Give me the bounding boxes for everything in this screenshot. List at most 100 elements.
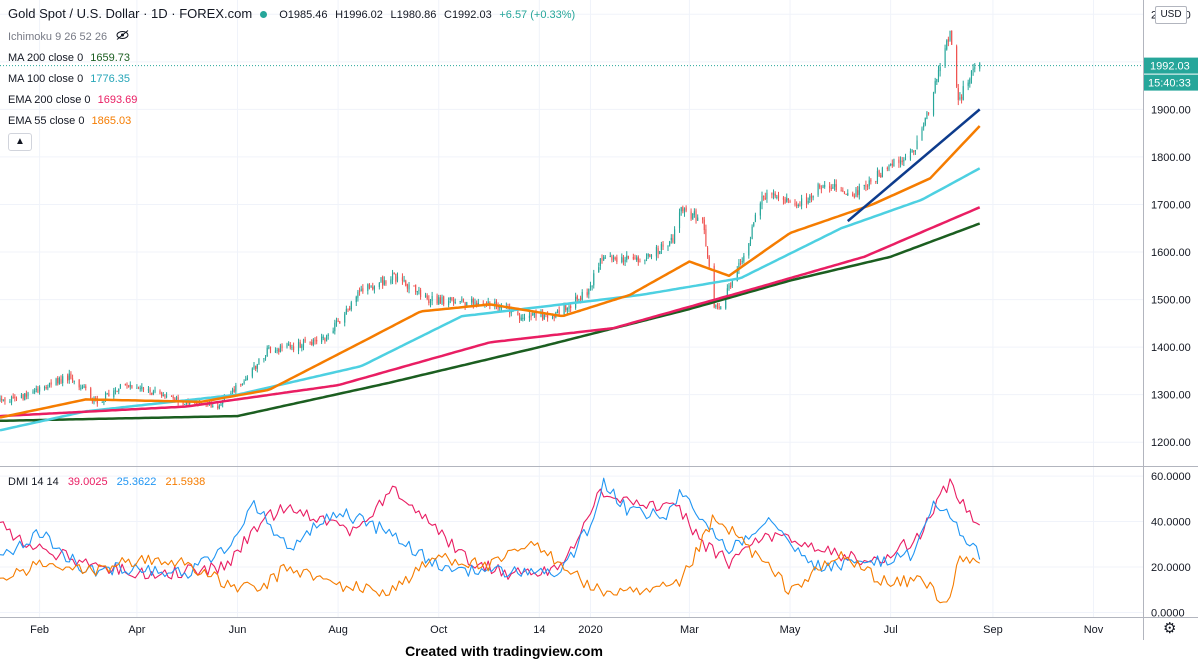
candle-body <box>461 299 463 301</box>
candle-body <box>147 389 150 391</box>
candle-body <box>728 285 730 289</box>
candle-body <box>289 344 291 348</box>
candle-body <box>350 302 352 310</box>
last-price-badge <box>1144 57 1198 74</box>
candle-body <box>2 399 4 401</box>
candle-body <box>159 391 161 394</box>
currency-button[interactable]: USD <box>1155 6 1187 24</box>
candle-body <box>937 70 940 79</box>
candle-body <box>345 308 347 315</box>
candle-body <box>685 207 687 211</box>
price-pane-grid <box>0 0 1143 617</box>
candle-body <box>853 196 855 198</box>
gear-icon[interactable]: ⚙ <box>1163 620 1177 637</box>
candle-body <box>754 214 756 222</box>
candle-body <box>108 393 110 397</box>
time-tick-label: Nov <box>1084 624 1104 636</box>
time-tick-label: Sep <box>983 624 1003 636</box>
candle-body <box>278 348 280 352</box>
legend-ma100-value: 1776.35 <box>90 73 131 85</box>
candle-body <box>852 193 854 197</box>
candle-body <box>385 281 387 284</box>
candle-body <box>367 284 369 291</box>
candle-body <box>324 337 326 342</box>
candle-body <box>309 341 311 343</box>
candle-body <box>451 297 453 300</box>
candle-body <box>720 307 722 309</box>
candle-body <box>34 390 36 393</box>
candle-body <box>10 397 13 403</box>
candle-body <box>520 317 522 321</box>
candle-body <box>951 30 953 45</box>
legend-ema200[interactable]: EMA 200 close 0 1693.69 <box>8 94 137 106</box>
candle-body <box>68 373 70 380</box>
ohlc-close: C1992.03 <box>444 9 492 21</box>
candle-body <box>659 251 661 254</box>
candle-body <box>113 390 115 398</box>
candle-body <box>131 385 133 388</box>
price-candles <box>0 30 981 410</box>
candle-body <box>888 164 890 170</box>
legend-ema55[interactable]: EMA 55 close 0 1865.03 <box>8 115 131 127</box>
candle-body <box>690 211 692 219</box>
candle-body <box>810 195 813 199</box>
candle-body <box>774 193 776 197</box>
ma-line-ma-200 <box>0 222 981 423</box>
candle-body <box>67 375 69 381</box>
legend-ichimoku[interactable]: Ichimoku 9 26 52 26 <box>8 30 129 43</box>
candle-body <box>840 190 842 192</box>
eye-slash-icon[interactable] <box>116 30 129 43</box>
candle-body <box>579 297 582 300</box>
candle-body <box>279 345 281 353</box>
candle-body <box>39 387 41 392</box>
candle-body <box>796 204 798 206</box>
candle-body <box>32 391 34 394</box>
symbol-title[interactable]: Gold Spot / U.S. Dollar · 1D · FOREX.com <box>8 6 253 21</box>
candle-body <box>662 244 664 247</box>
candle-body <box>928 112 930 114</box>
candle-body <box>118 388 120 392</box>
candle-body <box>738 262 740 270</box>
candle-body <box>674 229 676 244</box>
candle-body <box>339 321 341 324</box>
legend-ema200-label: EMA 200 close 0 <box>8 94 91 106</box>
legend-ma100[interactable]: MA 100 close 0 1776.35 <box>8 73 130 85</box>
candle-body <box>731 281 733 286</box>
ma-line-ma-100 <box>0 167 981 432</box>
candle-body <box>429 301 432 304</box>
collapse-legend-button[interactable]: ▲ <box>8 133 32 151</box>
candle-body <box>332 330 334 334</box>
candle-body <box>926 112 928 120</box>
candle-body <box>909 151 912 160</box>
legend-dmi-plus: 39.0025 <box>67 476 108 488</box>
candle-body <box>749 239 752 244</box>
candle-body <box>657 248 659 254</box>
candle-body <box>177 397 179 403</box>
ma-line-ema-200 <box>0 206 981 418</box>
candle-body <box>0 398 1 401</box>
legend-ma200[interactable]: MA 200 close 0 1659.73 <box>8 52 130 64</box>
candle-body <box>588 288 590 295</box>
time-tick-label: Apr <box>128 624 145 636</box>
candle-body <box>766 192 768 199</box>
market-status-icon <box>260 10 268 18</box>
candle-body <box>174 398 176 402</box>
candle-body <box>924 117 926 125</box>
candle-body <box>835 184 837 191</box>
candle-body <box>876 170 879 182</box>
legend-dmi[interactable]: DMI 14 14 39.0025 25.3622 21.5938 <box>8 476 205 488</box>
candle-body <box>368 284 371 289</box>
candle-body <box>639 261 641 263</box>
dmi-tick-label: 40.0000 <box>1151 517 1191 529</box>
candle-body <box>251 368 253 377</box>
candle-body <box>322 336 324 338</box>
candle-body <box>528 315 531 318</box>
candle-body <box>129 384 131 387</box>
candle-body <box>420 289 422 298</box>
legend-ma200-value: 1659.73 <box>90 52 131 64</box>
candle-body <box>801 198 803 206</box>
candle-body <box>627 256 629 258</box>
last-price-text: 1992.03 <box>1150 61 1190 73</box>
dmi-line-adx <box>0 514 980 604</box>
